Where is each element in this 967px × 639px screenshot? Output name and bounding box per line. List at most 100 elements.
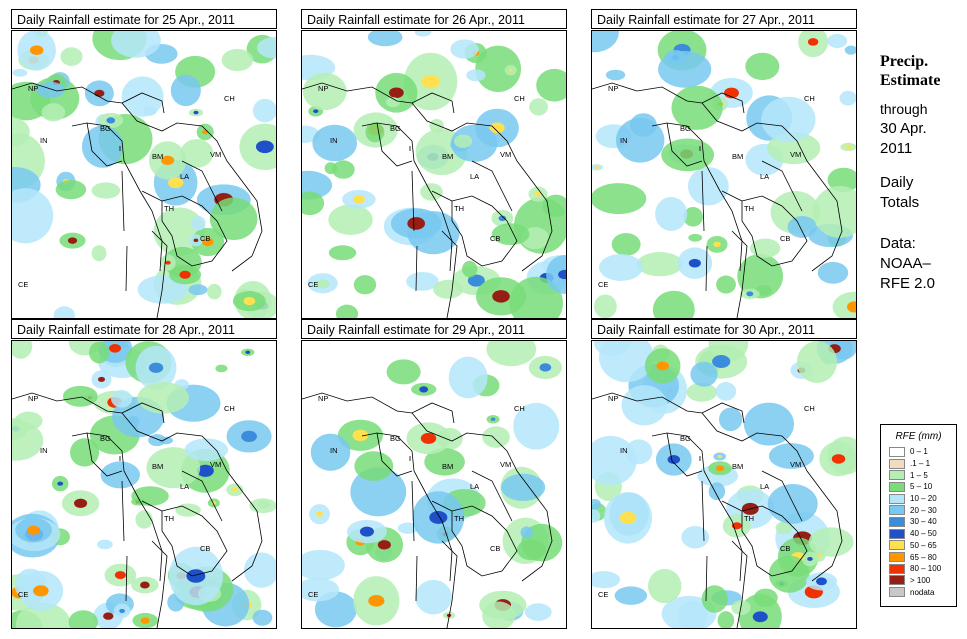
rain-area (121, 76, 164, 117)
country-label: CB (780, 544, 790, 553)
panel-title: Daily Rainfall estimate for 30 Apr., 201… (591, 319, 857, 339)
country-label: CH (224, 94, 235, 103)
country-border (592, 82, 745, 114)
rain-area (137, 275, 188, 304)
country-border (471, 470, 513, 522)
country-border (651, 432, 743, 582)
rainfall-field (302, 341, 563, 628)
rain-area (466, 69, 486, 82)
country-label: BM (442, 462, 453, 471)
country-label: BM (442, 152, 453, 161)
rain-core (202, 237, 214, 247)
rain-core (712, 355, 731, 369)
rain-area (750, 238, 781, 258)
rain-core (27, 525, 41, 535)
rain-area (367, 31, 403, 47)
country-label: CB (490, 544, 500, 553)
country-label: LA (470, 172, 479, 181)
country-border (302, 392, 455, 424)
rainfall-field (592, 341, 856, 628)
rain-core (508, 68, 513, 72)
rain-area (433, 279, 463, 299)
rain-core (746, 291, 754, 297)
country-label: BG (100, 434, 111, 443)
legend-swatch (889, 552, 905, 563)
legend-item: 40 – 50 (889, 528, 956, 540)
rain-area (12, 117, 30, 147)
rain-area (53, 306, 75, 318)
country-border (71, 122, 163, 272)
legend-item: 10 – 20 (889, 493, 956, 505)
country-label: TH (164, 514, 174, 523)
country-border (181, 160, 223, 212)
rain-area (593, 294, 617, 318)
legend-swatch (889, 563, 905, 574)
country-label: BM (152, 152, 163, 161)
rain-area (414, 31, 432, 37)
legend-swatch (889, 458, 905, 469)
rain-core (245, 350, 251, 354)
panel-title: Daily Rainfall estimate for 25 Apr., 201… (11, 9, 277, 29)
through-label: through (880, 101, 928, 117)
country-border (161, 195, 228, 267)
legend-label: 0 – 1 (910, 447, 928, 457)
rain-area (737, 253, 784, 299)
rain-area (424, 448, 465, 476)
rain-area (827, 167, 856, 193)
country-label: CH (804, 404, 815, 413)
panel-title: Daily Rainfall estimate for 29 Apr., 201… (301, 319, 567, 339)
country-border (376, 122, 413, 167)
country-label: NP (28, 84, 38, 93)
rainfall-panel: Daily Rainfall estimate for 28 Apr., 201… (11, 319, 277, 632)
rain-area (415, 579, 452, 615)
rain-core (715, 465, 725, 472)
rain-area (41, 103, 66, 122)
rain-core (241, 430, 257, 443)
rain-core (114, 571, 126, 580)
rain-area (310, 433, 351, 471)
country-border (361, 432, 453, 582)
legend-swatch (889, 587, 905, 598)
rain-core (196, 464, 214, 477)
rain-area (768, 555, 810, 593)
rain-area (312, 124, 358, 162)
rain-area (482, 601, 516, 628)
country-border (761, 470, 803, 522)
rain-area (135, 510, 153, 529)
rainfall-field (12, 31, 276, 318)
rain-area (188, 284, 208, 296)
source-line: NOAA– (880, 255, 931, 272)
country-label: LA (180, 172, 189, 181)
rain-core (407, 217, 426, 230)
rain-core (103, 612, 114, 620)
country-border (141, 500, 168, 628)
rain-core (539, 363, 552, 372)
rain-area (256, 500, 271, 509)
legend-label: 65 – 80 (910, 552, 937, 562)
panel-title: Daily Rainfall estimate for 27 Apr., 201… (591, 9, 857, 29)
legend-item: 5 – 10 (889, 481, 956, 493)
country-border (666, 432, 703, 477)
rain-core (498, 215, 507, 222)
legend-swatch (889, 528, 905, 539)
rain-area (775, 521, 793, 535)
rain-area (491, 223, 530, 246)
legend-item: 65 – 80 (889, 551, 956, 563)
legend-label: .1 – 1 (910, 459, 931, 469)
rain-core (717, 454, 722, 459)
rain-area (420, 183, 443, 201)
end-date: 30 Apr. 2011 (880, 119, 927, 159)
rain-core (688, 258, 701, 268)
country-label: IN (330, 136, 338, 145)
rain-area (486, 341, 537, 367)
rain-core (467, 274, 485, 287)
rain-area (60, 47, 83, 66)
country-border (411, 412, 553, 582)
map-canvas: NP CH IN BG BM VM LA TH CB CE (592, 31, 856, 318)
legend-swatch (889, 446, 905, 457)
country-border (699, 456, 708, 602)
rain-area (592, 31, 619, 53)
rain-area (12, 188, 54, 244)
rainfall-map: NP CH IN BG BM VM LA TH CB CE (301, 30, 567, 319)
rain-area (767, 484, 818, 524)
